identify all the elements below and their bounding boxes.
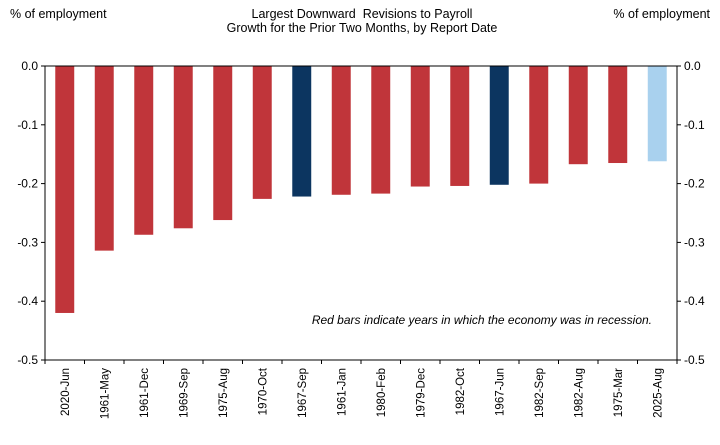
- category-label-1969-Sep: 1969-Sep: [178, 368, 190, 418]
- left-tick-label: -0.4: [17, 294, 38, 308]
- category-label-2025-Aug: 2025-Aug: [652, 368, 664, 418]
- category-label-2020-Jun: 2020-Jun: [60, 368, 72, 416]
- bar-series: [55, 66, 667, 313]
- bar-1975-Aug: [213, 66, 233, 221]
- left-tick-label: -0.3: [17, 235, 38, 249]
- right-tick-label: -0.4: [684, 294, 705, 308]
- bar-1979-Dec: [410, 66, 430, 187]
- category-label-1982-Sep: 1982-Sep: [534, 368, 546, 418]
- bar-1980-Feb: [371, 66, 391, 194]
- category-label-1961-Jan: 1961-Jan: [336, 368, 348, 416]
- left-tick-label: -0.2: [17, 177, 38, 191]
- bar-1967-Jun: [489, 66, 509, 185]
- bar-1961-Jan: [331, 66, 351, 195]
- right-tick-label: -0.1: [684, 118, 705, 132]
- right-tick-label: -0.3: [684, 235, 705, 249]
- bar-1975-Mar: [608, 66, 628, 164]
- category-label-1975-Aug: 1975-Aug: [218, 368, 230, 418]
- category-label-1967-Jun: 1967-Jun: [494, 368, 506, 416]
- right-tick-label: -0.2: [684, 177, 705, 191]
- right-tick-label: 0.0: [684, 59, 701, 73]
- chart-title-line-2: Growth for the Prior Two Months, by Repo…: [227, 21, 498, 35]
- recession-note: Red bars indicate years in which the eco…: [312, 313, 652, 327]
- category-label-1975-Mar: 1975-Mar: [613, 368, 625, 417]
- category-label-1980-Feb: 1980-Feb: [376, 368, 388, 417]
- bar-1969-Sep: [173, 66, 193, 229]
- right-tick-label: -0.5: [684, 353, 705, 367]
- bar-1961-Dec: [134, 66, 154, 235]
- right-axis-unit: % of employment: [613, 7, 710, 21]
- left-tick-label: -0.5: [17, 353, 38, 367]
- bar-1967-Sep: [292, 66, 312, 197]
- bar-1982-Aug: [568, 66, 588, 165]
- bar-1982-Oct: [450, 66, 470, 186]
- category-label-1967-Sep: 1967-Sep: [297, 368, 309, 418]
- left-axis-unit: % of employment: [10, 7, 107, 21]
- category-label-1970-Oct: 1970-Oct: [257, 367, 269, 415]
- left-tick-label: -0.1: [17, 118, 38, 132]
- bar-2025-Aug: [647, 66, 667, 162]
- axes: 0.0 0.0 -0.1 -0.1 -0.2 -0.2 -0.3 -0.3 -0.4 -0.4 -0…: [17, 59, 705, 367]
- bar-1961-May: [94, 66, 114, 251]
- bar-1982-Sep: [529, 66, 549, 184]
- category-label-1961-Dec: 1961-Dec: [139, 368, 151, 418]
- category-label-1982-Aug: 1982-Aug: [573, 368, 585, 418]
- category-label-1982-Oct: 1982-Oct: [455, 367, 467, 415]
- left-tick-label: 0.0: [21, 59, 38, 73]
- bar-1970-Oct: [252, 66, 272, 199]
- chart-title-line-1: Largest Downward Revisions to Payroll: [252, 7, 473, 21]
- bar-2020-Jun: [55, 66, 75, 313]
- category-label-1961-May: 1961-May: [99, 368, 111, 419]
- category-label-1979-Dec: 1979-Dec: [415, 368, 427, 418]
- category-labels: 2020-Jun 1961-May 1961-Dec 1969-Sep 1975-Aug…: [44, 360, 678, 419]
